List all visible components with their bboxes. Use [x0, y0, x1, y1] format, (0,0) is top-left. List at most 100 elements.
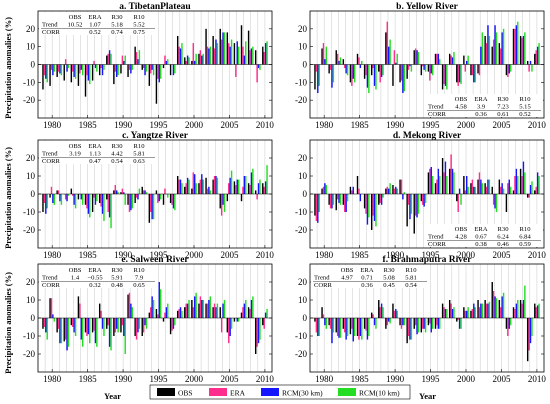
bar [331, 64, 333, 88]
bar [89, 64, 91, 85]
stats-corr-label: CORR [428, 241, 447, 248]
bar [181, 183, 183, 194]
bar [205, 303, 207, 318]
bar [417, 52, 420, 65]
bar [501, 183, 503, 194]
bar [127, 194, 129, 205]
bar [245, 176, 247, 194]
stats-header: OBS [69, 267, 82, 274]
bar [157, 194, 159, 203]
stats-corr-value: 0.38 [475, 241, 487, 248]
bar [162, 64, 165, 69]
x-tick-label: 1985 [351, 374, 370, 384]
x-tick-label: 2000 [457, 250, 476, 260]
bar [370, 312, 373, 318]
stats-header: ERA [88, 143, 101, 150]
bar [184, 307, 186, 318]
stats-corr-value: 0.47 [89, 158, 101, 165]
bar [195, 183, 197, 194]
x-tick-label: 2010 [528, 120, 547, 130]
bar [194, 296, 196, 318]
chart-panel-6: -20 -10 0 10 20 1980 1985 1990 1995 2000 2005 2010 f… [295, 255, 546, 384]
bar [373, 318, 376, 326]
bar [318, 318, 320, 336]
bar [226, 194, 229, 202]
bar [345, 194, 347, 212]
bar [409, 64, 411, 67]
stats-trend-value: 5.18 [111, 22, 123, 29]
bar [108, 194, 111, 218]
bar [110, 53, 112, 65]
bar [531, 318, 533, 336]
bar [165, 307, 168, 318]
bar [400, 64, 403, 81]
stats-box [311, 265, 429, 288]
bar [43, 194, 46, 203]
bar [335, 194, 337, 211]
bar [212, 35, 214, 65]
stats-corr-value: 0.45 [383, 282, 395, 289]
bar [410, 318, 413, 340]
bar [385, 32, 387, 65]
bar [403, 318, 406, 326]
bar [93, 318, 95, 331]
bar [86, 64, 88, 76]
bar [517, 21, 519, 65]
bar [223, 300, 226, 318]
bar [256, 318, 258, 347]
stats-header: R10 [520, 226, 532, 233]
bar [441, 158, 444, 194]
y-tick-label: 0 [303, 60, 308, 70]
legend-swatch [209, 388, 227, 396]
bar [91, 318, 94, 333]
stats-trend-value: 3.19 [69, 151, 81, 158]
bar [393, 50, 396, 65]
bar [74, 194, 77, 209]
bar [137, 194, 139, 200]
bar [349, 318, 352, 335]
bar [437, 53, 440, 65]
x-tick-label: 1990 [114, 120, 133, 130]
bar [342, 59, 345, 65]
bar [446, 64, 448, 90]
bar [185, 60, 187, 65]
bar [70, 64, 73, 83]
bar [46, 64, 48, 83]
bar [336, 194, 339, 200]
bar [535, 50, 537, 65]
bar [266, 41, 268, 65]
bar [437, 168, 440, 194]
bar [507, 183, 509, 194]
bar [492, 194, 495, 205]
stats-corr-value: 0.48 [111, 282, 123, 289]
bar [266, 309, 268, 318]
stats-corr-label: CORR [428, 111, 447, 118]
bar [155, 64, 158, 104]
bar [528, 318, 530, 351]
bar [495, 32, 498, 65]
stats-header: ERA [88, 267, 101, 274]
bar [526, 318, 529, 362]
bar [134, 46, 136, 65]
bar [77, 296, 80, 318]
bar [521, 176, 523, 194]
bar [106, 318, 108, 329]
bar [508, 64, 510, 74]
stats-header: ERA [360, 267, 373, 274]
bar [474, 186, 476, 194]
bar [373, 64, 376, 86]
bar [344, 194, 346, 212]
bar [466, 60, 468, 65]
bar [322, 43, 325, 65]
x-tick-label: 1985 [79, 374, 98, 384]
bar [396, 310, 398, 318]
bar [101, 318, 104, 329]
stats-header: OBS [455, 226, 468, 233]
bar [66, 318, 68, 351]
legend-label: RCM(30 km) [282, 389, 323, 398]
bar [117, 192, 119, 194]
bar [72, 64, 74, 72]
stats-header: ERA [88, 14, 101, 21]
bar [208, 48, 210, 65]
